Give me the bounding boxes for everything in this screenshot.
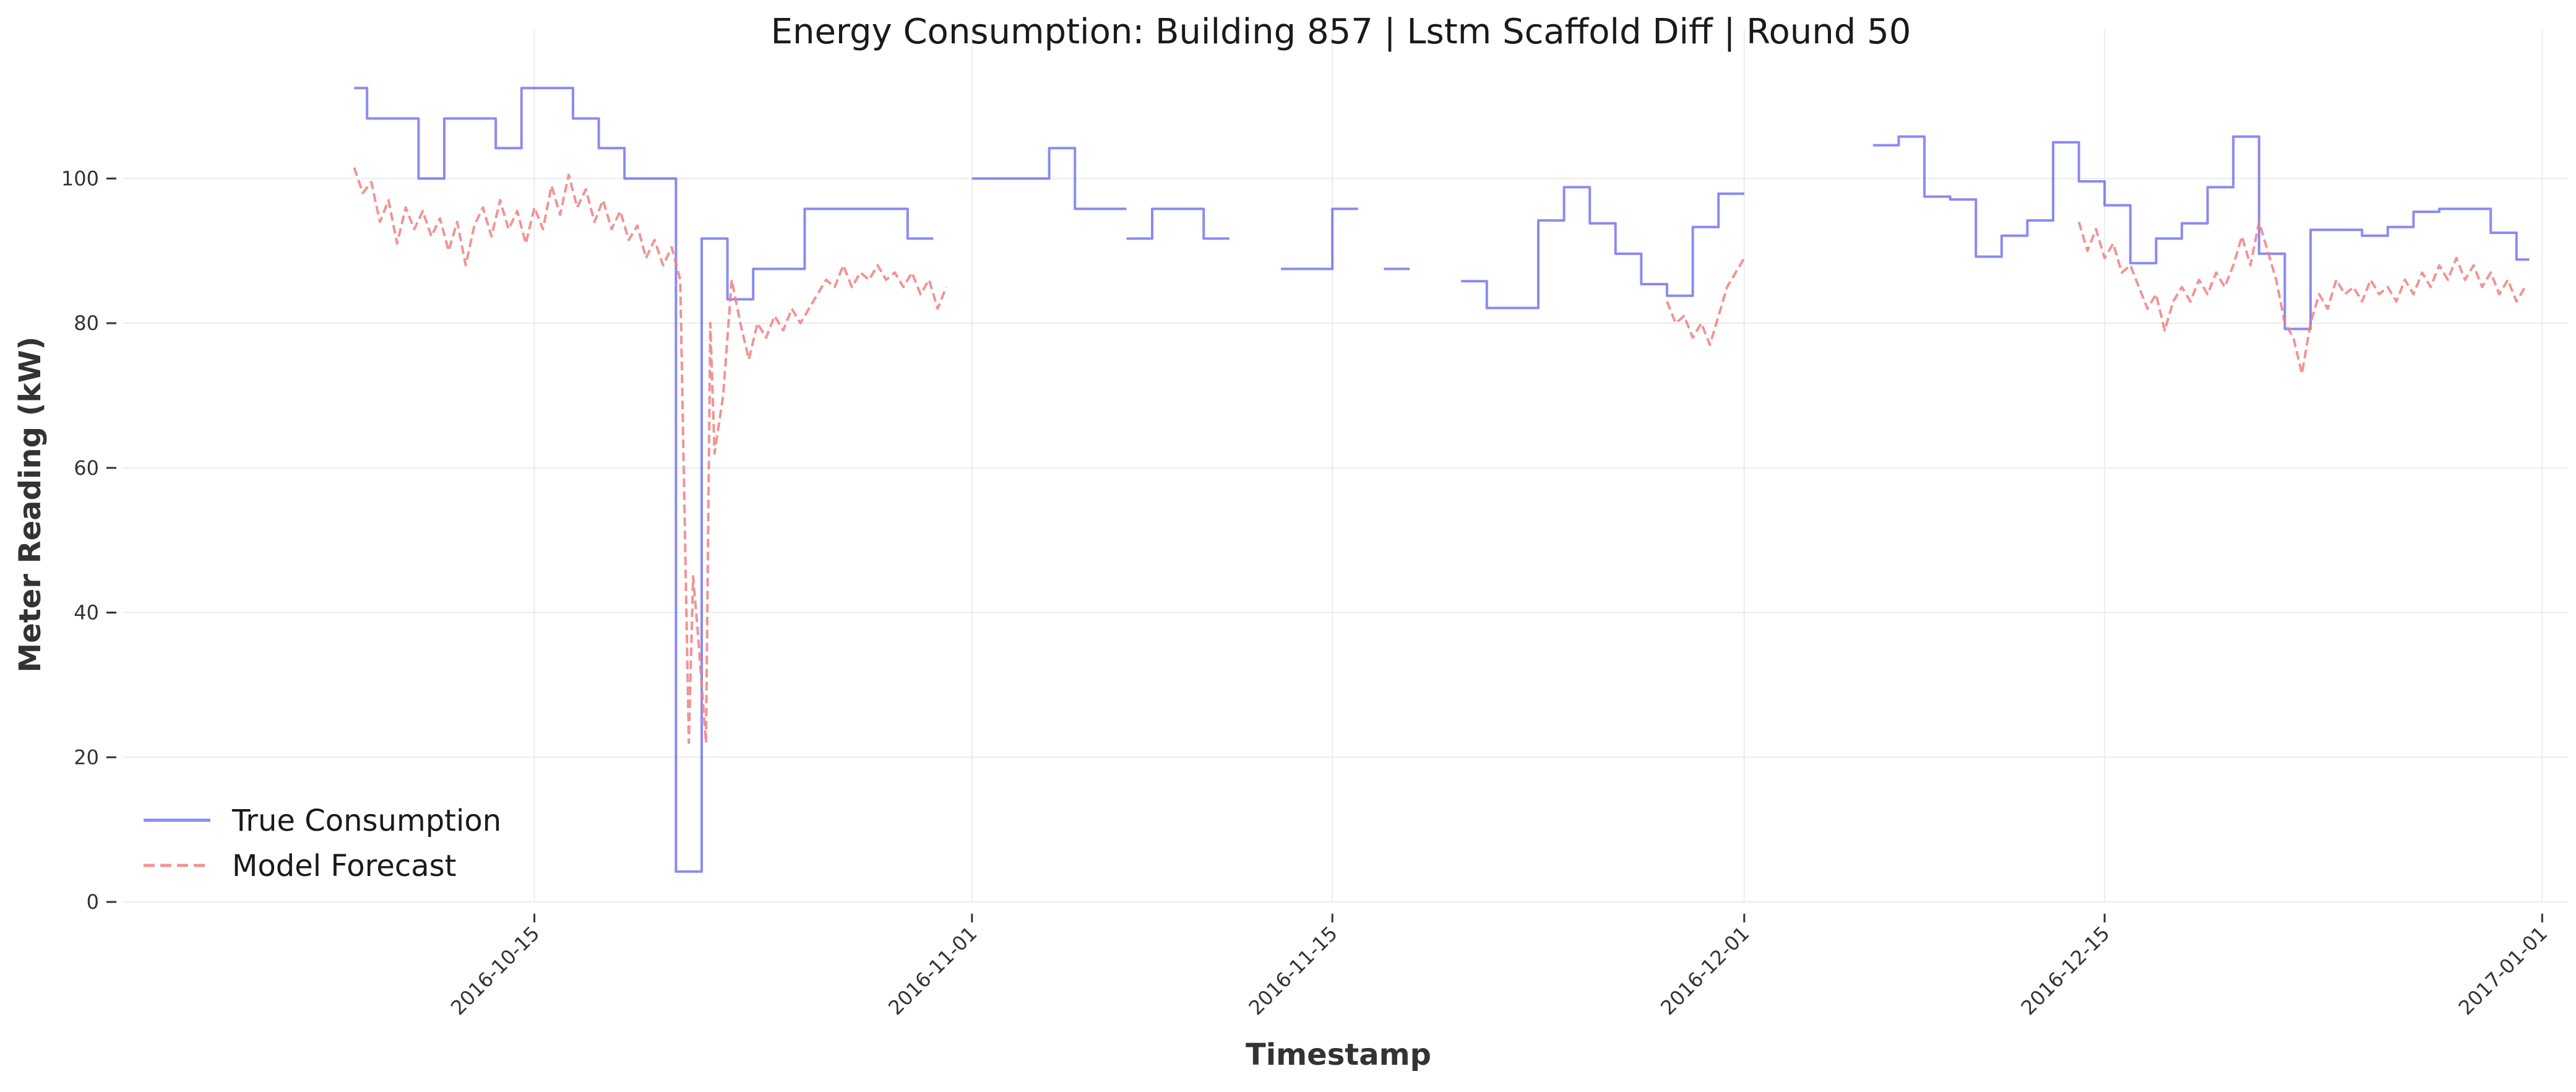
y-axis-label: Meter Reading (kW) <box>13 337 48 673</box>
series-layer <box>353 87 2530 873</box>
y-tick-label: 20 <box>74 745 99 769</box>
series-line-model-forecast-segment-1 <box>1666 257 1746 347</box>
y-tick-label: 100 <box>61 167 99 190</box>
y-tick-label: 0 <box>87 890 99 914</box>
series-line-true-consumption-segment-5 <box>1461 186 1744 310</box>
y-tick-label: 60 <box>74 456 99 480</box>
series-line-true-consumption-segment-2 <box>1126 207 1230 240</box>
y-tick-label: 80 <box>74 311 99 335</box>
chart-title: Energy Consumption: Building 857 | Lstm … <box>771 12 1911 52</box>
y-tick-label: 40 <box>74 601 99 625</box>
x-axis-label: Timestamp <box>1246 1038 1431 1072</box>
legend: True Consumption Model Forecast <box>144 804 501 883</box>
y-axis: 0 20 40 60 80 100 <box>61 167 116 914</box>
series-line-true-consumption-segment-6 <box>1872 135 2530 331</box>
legend-label-true-consumption: True Consumption <box>231 804 501 838</box>
series-line-model-forecast-segment-2 <box>2077 220 2526 375</box>
series-line-true-consumption-segment-1 <box>971 147 1127 210</box>
series-line-true-consumption-segment-3 <box>1281 207 1358 271</box>
series-line-model-forecast-segment-0 <box>353 167 948 744</box>
series-line-true-consumption-segment-0 <box>354 87 934 873</box>
legend-label-model-forecast: Model Forecast <box>232 849 456 883</box>
grid-lines <box>123 30 2568 903</box>
